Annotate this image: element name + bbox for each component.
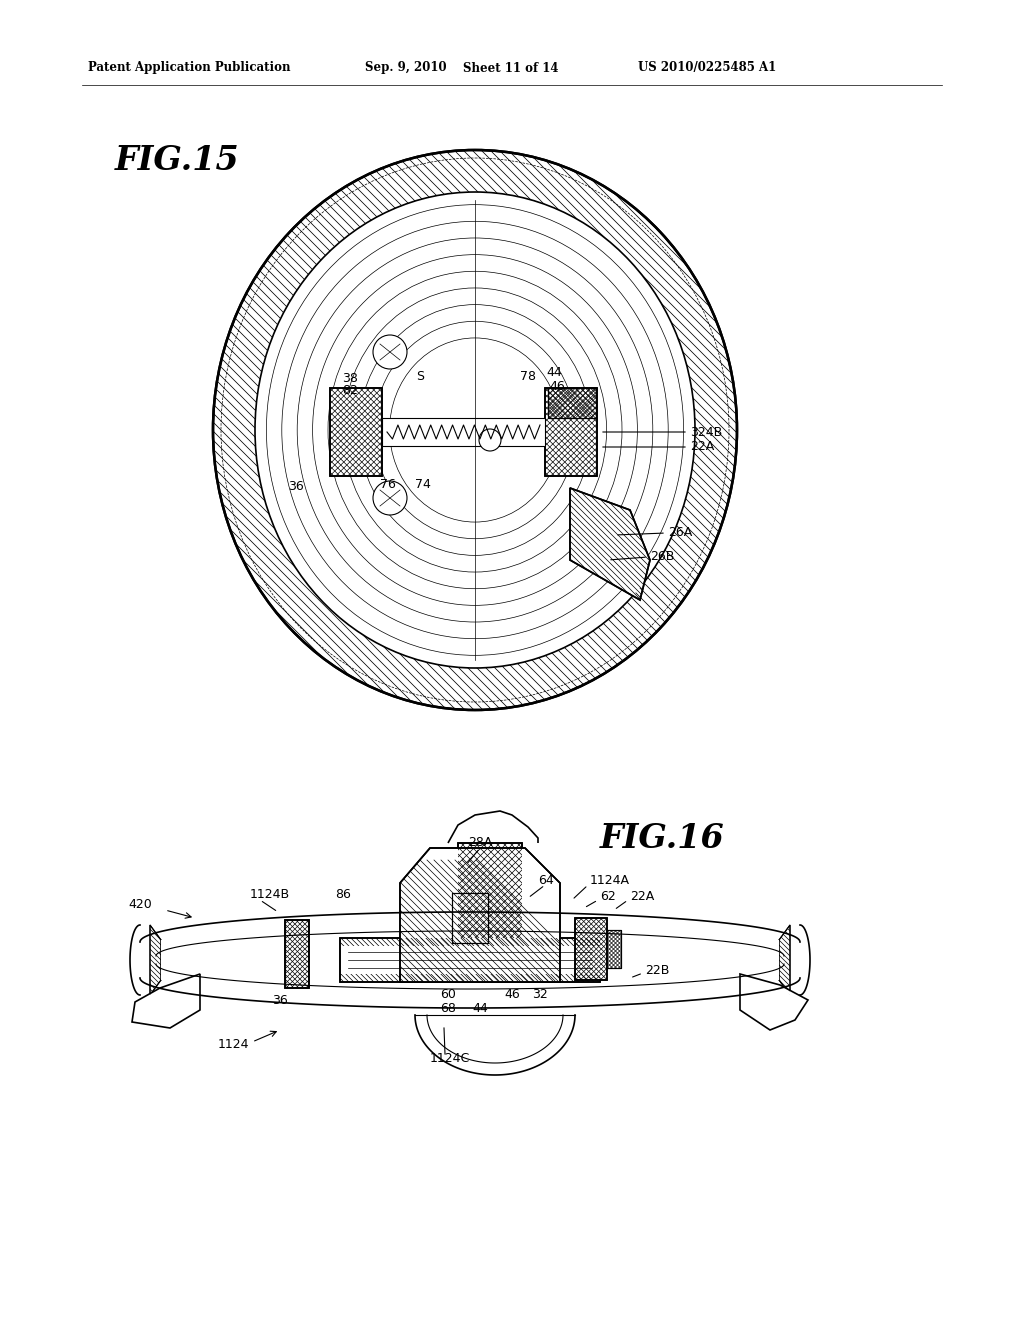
Bar	[575, 917, 607, 979]
Text: 86: 86	[335, 888, 351, 902]
Text: US 2010/0225485 A1: US 2010/0225485 A1	[638, 62, 776, 74]
Text: FIG.16: FIG.16	[600, 821, 725, 854]
Text: 36: 36	[288, 479, 304, 492]
Polygon shape	[570, 488, 650, 601]
Text: Patent Application Publication: Patent Application Publication	[88, 62, 291, 74]
Bar	[548, 388, 596, 418]
Bar	[330, 388, 382, 477]
Text: FIG.15: FIG.15	[115, 144, 240, 177]
Bar	[575, 917, 607, 979]
Text: 68: 68	[440, 1002, 456, 1015]
Text: 78: 78	[520, 370, 536, 383]
Text: 324B: 324B	[690, 425, 722, 438]
Text: 82: 82	[342, 384, 358, 396]
Text: 26A: 26A	[668, 527, 692, 540]
Bar	[382, 418, 545, 446]
Bar	[452, 894, 488, 942]
Text: 74: 74	[415, 478, 431, 491]
Text: 36: 36	[272, 994, 288, 1006]
Polygon shape	[400, 847, 560, 982]
Text: 38: 38	[342, 371, 358, 384]
Text: 22B: 22B	[645, 964, 670, 977]
Bar	[340, 939, 600, 982]
Polygon shape	[740, 974, 808, 1030]
Text: 62: 62	[600, 890, 615, 903]
Text: 64: 64	[538, 874, 554, 887]
Text: Sheet 11 of 14: Sheet 11 of 14	[463, 62, 558, 74]
PathPatch shape	[213, 150, 737, 710]
Text: 26B: 26B	[650, 550, 675, 564]
Polygon shape	[150, 925, 161, 995]
Text: 60: 60	[440, 989, 456, 1002]
Ellipse shape	[255, 191, 695, 668]
Text: 44: 44	[546, 367, 562, 380]
Bar	[330, 388, 382, 477]
Text: S: S	[416, 371, 424, 384]
Text: 1124B: 1124B	[250, 888, 290, 902]
FancyBboxPatch shape	[161, 940, 779, 979]
Ellipse shape	[213, 150, 737, 710]
Circle shape	[373, 480, 407, 515]
Text: 46: 46	[549, 380, 565, 392]
Circle shape	[373, 335, 407, 370]
Text: 76: 76	[380, 478, 396, 491]
Text: 1124A: 1124A	[590, 874, 630, 887]
Text: 32: 32	[532, 989, 548, 1002]
Bar	[285, 920, 309, 987]
Polygon shape	[779, 925, 790, 995]
Text: 1124: 1124	[218, 1039, 250, 1052]
Text: 22A: 22A	[690, 441, 715, 454]
Text: Sep. 9, 2010: Sep. 9, 2010	[365, 62, 446, 74]
Circle shape	[479, 429, 501, 451]
Bar	[548, 388, 596, 418]
Bar	[545, 388, 597, 477]
Bar	[458, 843, 522, 939]
Text: 22A: 22A	[630, 890, 654, 903]
Bar	[285, 920, 309, 987]
Bar	[340, 939, 600, 982]
Bar	[607, 931, 621, 968]
Text: 28A: 28A	[468, 836, 493, 849]
Text: 420: 420	[128, 899, 152, 912]
Text: 1124C: 1124C	[430, 1052, 470, 1064]
Bar	[607, 931, 621, 968]
Text: 46: 46	[504, 989, 520, 1002]
Bar	[458, 843, 522, 939]
Text: 44: 44	[472, 1002, 487, 1015]
Bar	[545, 388, 597, 477]
Bar	[452, 894, 488, 942]
Polygon shape	[132, 974, 200, 1028]
